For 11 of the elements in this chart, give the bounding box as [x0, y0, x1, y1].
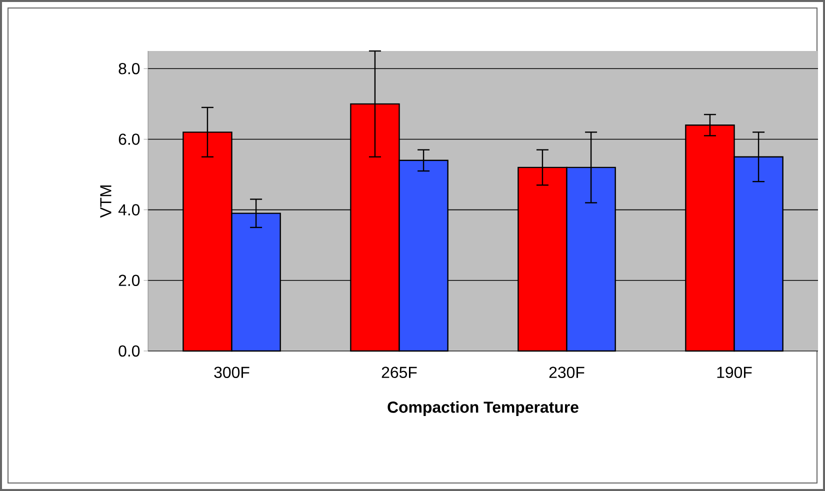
y-tick-label: 2.0 — [118, 274, 140, 286]
x-axis-title: Compaction Temperature — [388, 401, 578, 416]
x-tick-label: 190F — [717, 366, 752, 378]
y-axis-title: VTM — [100, 185, 112, 218]
x-tick-label: 300F — [214, 366, 250, 378]
y-tick-label: 0.0 — [118, 345, 140, 357]
y-tick-label: 4.0 — [118, 204, 140, 216]
x-tick-label: 230F — [549, 366, 584, 378]
y-tick-label: 8.0 — [118, 62, 140, 74]
x-tick-label: 265F — [382, 366, 417, 378]
y-tick-label: 6.0 — [118, 134, 140, 145]
